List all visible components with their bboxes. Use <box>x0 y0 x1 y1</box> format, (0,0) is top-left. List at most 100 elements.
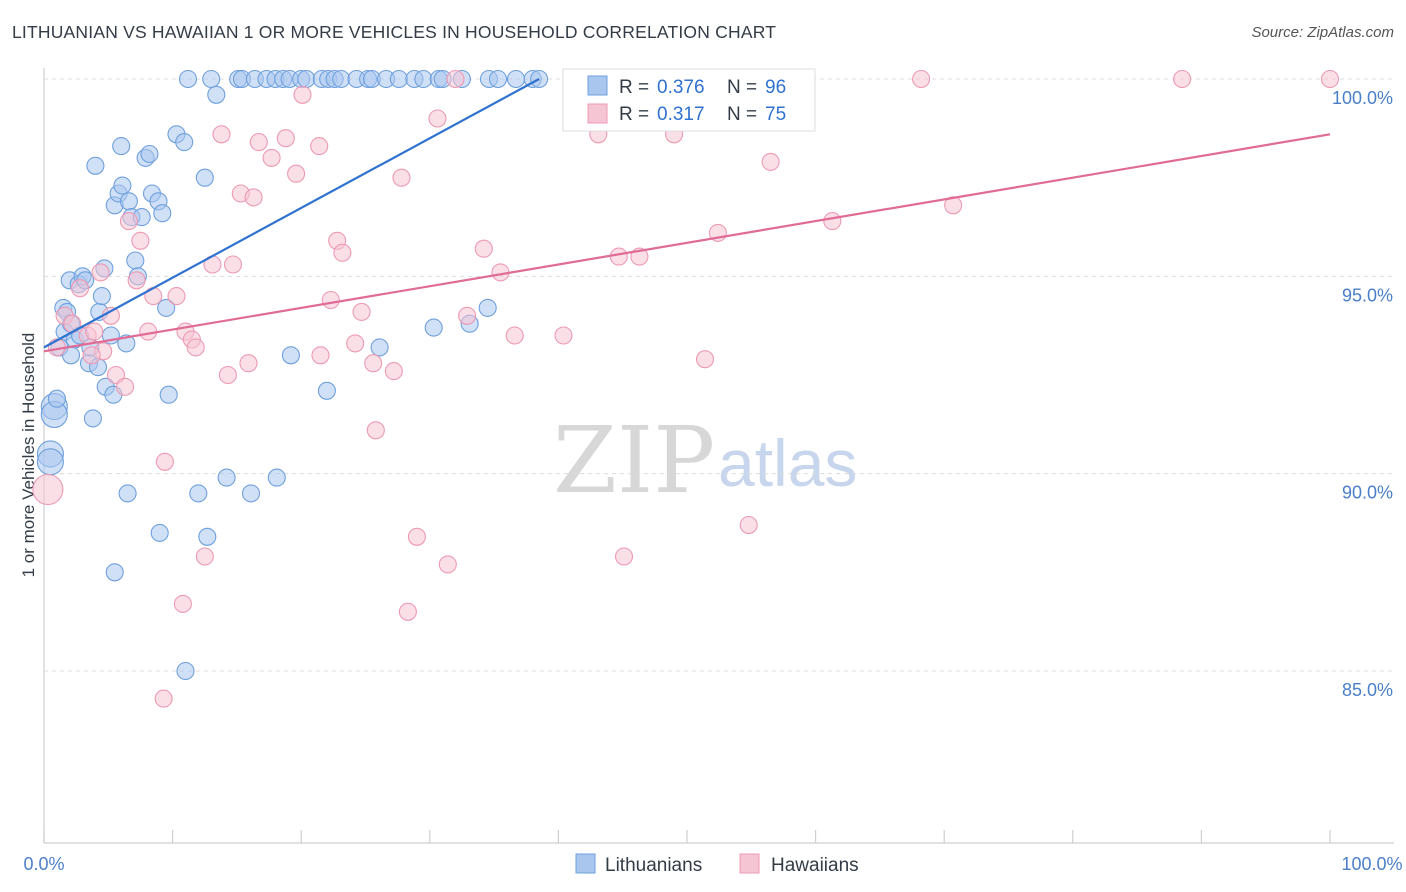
hawaiians-point <box>119 212 138 231</box>
chart-title: LITHUANIAN VS HAWAIIAN 1 OR MORE VEHICLE… <box>12 22 777 42</box>
legend-swatch-lithuanians <box>587 75 608 96</box>
y-axis-label: 1 or more Vehicles in Household <box>19 333 38 578</box>
lithuanians-point <box>195 168 214 187</box>
hawaiians-point <box>127 271 146 290</box>
hawaiians-point <box>155 452 174 471</box>
hawaiians-point <box>310 137 329 156</box>
hawaiians-points <box>32 69 1340 708</box>
trend-lines <box>43 78 1331 353</box>
hawaiians-point <box>154 689 173 708</box>
hawaiians-point <box>554 326 573 345</box>
hawaiians-point <box>167 287 186 306</box>
hawaiians-point <box>739 515 758 535</box>
lithuanians-point <box>126 251 145 270</box>
lithuanians-point <box>83 409 102 428</box>
hawaiians-point <box>428 109 447 128</box>
x-ticks <box>43 830 1331 843</box>
chart-source: Source: ZipAtlas.com <box>1251 24 1394 41</box>
lithuanians-point <box>118 484 137 503</box>
lithuanians-point <box>198 527 217 546</box>
hawaiians-point <box>392 168 411 187</box>
lithuanians-point <box>241 484 261 503</box>
hawaiians-point <box>609 247 628 266</box>
lithuanians-point <box>105 563 124 582</box>
hawaiians-point <box>1320 69 1340 89</box>
hawaiians-point <box>346 334 365 353</box>
series-legend: Lithuanians Hawaiians <box>575 853 859 876</box>
hawaiians-point <box>239 354 258 373</box>
legend-n-label-0: N = <box>727 77 757 98</box>
lithuanians-point <box>332 69 351 89</box>
lithuanians-point <box>488 69 508 89</box>
legend-r-label-0: R = <box>619 77 649 98</box>
hawaiians-trend-line <box>43 133 1331 353</box>
stats-legend: R = 0.376 N = 96 R = 0.317 N = 75 <box>562 68 816 132</box>
x-tick-label-right: 100.0% <box>1341 854 1402 874</box>
lithuanians-point <box>140 144 159 164</box>
lithuanians-point <box>317 381 336 400</box>
hawaiians-point <box>70 279 90 298</box>
legend-swatch-hawaiians <box>587 103 608 124</box>
legend-r-value-1: 0.317 <box>657 104 705 125</box>
hawaiians-point <box>474 239 493 258</box>
lithuanians-point <box>150 523 169 542</box>
hawaiians-point <box>262 148 281 167</box>
legend-r-value-0: 0.376 <box>657 77 705 98</box>
hawaiians-point <box>384 362 403 381</box>
lithuanians-point <box>267 468 286 487</box>
lithuanians-point <box>112 137 131 156</box>
hawaiians-point <box>173 594 192 613</box>
legend-n-value-0: 96 <box>765 77 786 98</box>
gridlines <box>44 78 1394 672</box>
watermark-zip: ZIP <box>553 407 715 514</box>
watermark-atlas: atlas <box>718 426 857 500</box>
hawaiians-point <box>195 547 214 566</box>
lithuanians-point <box>92 287 111 306</box>
lithuanians-point <box>178 69 198 89</box>
y-tick-labels: 85.0% 90.0% 95.0% 100.0% <box>1332 88 1393 700</box>
lithuanians-point <box>424 318 443 337</box>
hawaiians-point <box>364 354 383 373</box>
lithuanians-point <box>414 69 433 89</box>
hawaiians-point <box>244 188 263 207</box>
y-tick-label: 95.0% <box>1342 285 1393 305</box>
hawaiians-point <box>438 555 457 574</box>
hawaiians-point <box>614 547 634 566</box>
hawaiians-point <box>458 306 477 325</box>
hawaiians-point <box>101 306 120 325</box>
hawaiians-point <box>366 421 385 440</box>
lithuanians-point <box>36 448 64 476</box>
hawaiians-point <box>505 326 524 345</box>
lithuanians-point <box>86 156 105 175</box>
hawaiians-point <box>212 125 231 144</box>
hawaiians-point <box>91 263 110 282</box>
hawaiians-point <box>398 602 417 621</box>
lithuanians-point <box>153 204 172 223</box>
hawaiians-point <box>186 338 205 357</box>
legend-r-label-1: R = <box>619 104 649 125</box>
legend-n-label-1: N = <box>727 104 757 125</box>
hawaiians-point <box>695 350 715 369</box>
lithuanians-point <box>175 133 194 152</box>
y-tick-label: 100.0% <box>1332 88 1393 108</box>
lithuanians-point <box>189 484 208 503</box>
hawaiians-point <box>321 290 340 310</box>
watermark: ZIP atlas <box>553 407 857 514</box>
lithuanians-point <box>478 298 497 317</box>
lithuanians-point <box>389 69 408 89</box>
hawaiians-point <box>1173 69 1192 89</box>
hawaiians-point <box>85 322 104 341</box>
hawaiians-point <box>287 164 306 183</box>
hawaiians-point <box>407 527 426 546</box>
hawaiians-point <box>32 473 64 506</box>
lithuanians-point <box>202 69 221 89</box>
lithuanians-point <box>297 69 316 89</box>
hawaiians-point <box>276 129 295 148</box>
y-tick-label: 90.0% <box>1342 483 1393 503</box>
lithuanians-point <box>207 85 226 104</box>
lithuanians-point <box>176 661 195 681</box>
series-legend-label-hawaiians: Hawaiians <box>771 855 859 876</box>
lithuanians-point <box>281 346 300 365</box>
lithuanians-point <box>506 69 526 89</box>
